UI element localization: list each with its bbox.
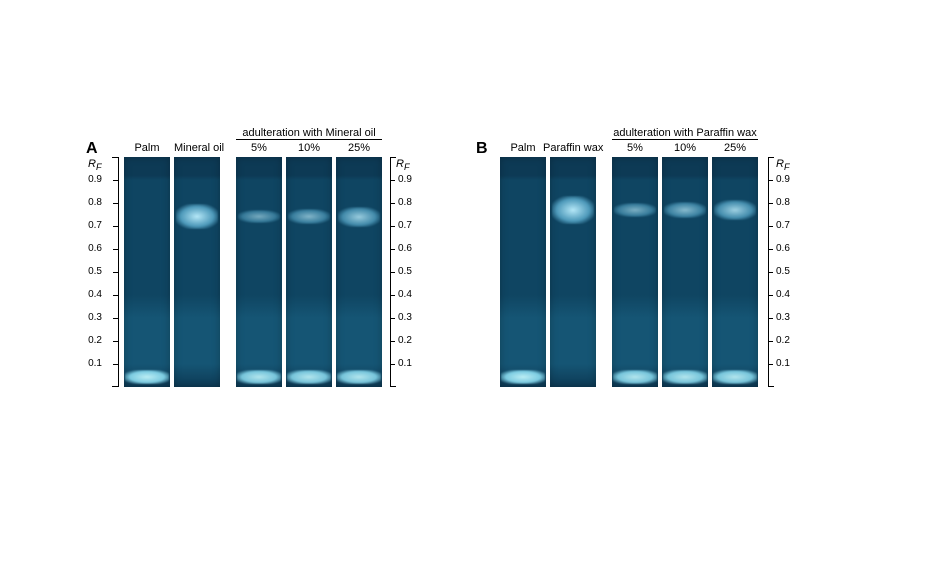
- rf-label-A-right: RF: [396, 158, 410, 172]
- figure-area: A RF Palm Mineral oil 5% 10% 25% adulter…: [90, 150, 840, 410]
- lane-label: 10%: [286, 142, 332, 154]
- adulteration-rule-B: [612, 139, 758, 140]
- lane-B-1: [550, 157, 596, 387]
- lane-label: Palm: [124, 142, 170, 154]
- lane-label: Mineral oil: [174, 142, 220, 154]
- rf-label-A-left: RF: [88, 158, 102, 172]
- lane-A-0: [124, 157, 170, 387]
- lane-label: Paraffin wax: [543, 142, 603, 154]
- panel-letter-B: B: [476, 140, 488, 158]
- lane-A-2: [236, 157, 282, 387]
- lane-A-3: [286, 157, 332, 387]
- lane-label: Palm: [500, 142, 546, 154]
- lane-label: 5%: [236, 142, 282, 154]
- lanes-B: [500, 157, 762, 387]
- lane-B-0: [500, 157, 546, 387]
- lanes-A: [124, 157, 386, 387]
- adulteration-header-A: adulteration with Mineral oil: [236, 127, 382, 139]
- panel-A: A RF Palm Mineral oil 5% 10% 25% adulter…: [90, 150, 450, 410]
- adulteration-header-B: adulteration with Paraffin wax: [612, 127, 758, 139]
- lane-A-1: [174, 157, 220, 387]
- rf-label-B-right: RF: [776, 158, 790, 172]
- panel-B: B Palm Paraffin wax 5% 10% 25% adulterat…: [480, 150, 840, 410]
- adulteration-rule-A: [236, 139, 382, 140]
- panel-letter-A: A: [86, 140, 98, 158]
- lane-B-4: [712, 157, 758, 387]
- lane-label: 25%: [336, 142, 382, 154]
- lane-label: 5%: [612, 142, 658, 154]
- lane-label: 10%: [662, 142, 708, 154]
- lane-A-4: [336, 157, 382, 387]
- lane-B-2: [612, 157, 658, 387]
- lane-B-3: [662, 157, 708, 387]
- lane-label: 25%: [712, 142, 758, 154]
